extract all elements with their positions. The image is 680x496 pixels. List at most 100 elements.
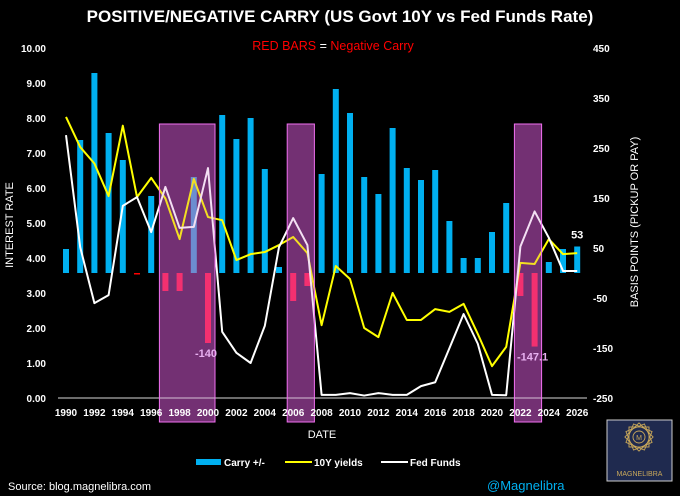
carry-bar	[432, 170, 439, 273]
y-tick-label: 9.00	[27, 79, 47, 90]
carry-bar	[318, 174, 325, 273]
carry-bar	[105, 133, 112, 273]
subtitle-red-bars: RED BARS	[252, 39, 316, 53]
data-label: 53	[571, 230, 583, 242]
x-tick-label: 1994	[112, 408, 135, 419]
data-label: -147.1	[517, 352, 548, 364]
x-tick-label: 2020	[481, 408, 504, 419]
x-axis-label: DATE	[308, 429, 337, 441]
carry-bar	[233, 139, 240, 273]
y2-tick-label: -250	[593, 394, 613, 405]
y2-tick-label: 350	[593, 94, 610, 105]
legend-swatch-carry	[196, 459, 221, 465]
y-axis-label: INTEREST RATE	[4, 182, 16, 268]
x-tick-label: 2008	[310, 408, 333, 419]
svg-text:M: M	[636, 435, 642, 442]
carry-bar	[176, 273, 183, 291]
y2-axis-label: BASIS POINTS (PICKUP OR PAY)	[629, 137, 641, 308]
x-tick-label: 2026	[566, 408, 589, 419]
carry-bar	[517, 273, 524, 296]
carry-bar	[545, 262, 552, 273]
x-tick-label: 2016	[424, 408, 447, 419]
legend-label-fed: Fed Funds	[410, 458, 461, 469]
x-tick-label: 2002	[225, 408, 248, 419]
carry-bar	[119, 160, 126, 273]
data-label: -140	[195, 348, 217, 360]
carry-bar	[503, 203, 510, 273]
ten-year-yield-line	[65, 116, 578, 368]
carry-bar	[63, 249, 69, 273]
carry-bar	[489, 232, 495, 273]
y2-tick-label: 150	[593, 194, 610, 205]
carry-bar	[403, 168, 410, 273]
x-tick-label: 2024	[538, 408, 561, 419]
x-tick-label: 1996	[140, 408, 163, 419]
legend-label-carry: Carry +/-	[224, 458, 265, 469]
svg-text:MAGNELIBRA: MAGNELIBRA	[617, 471, 663, 478]
x-tick-label: 2010	[339, 408, 362, 419]
subtitle-negative-carry: Negative Carry	[330, 39, 414, 53]
x-tick-label: 2018	[452, 408, 475, 419]
subtitle-equals: =	[316, 39, 330, 53]
y2-tick-label: 450	[593, 44, 610, 55]
highlight-border	[286, 123, 315, 423]
carry-bar	[162, 273, 169, 291]
twitter-handle[interactable]: @Magnelibra	[487, 478, 565, 493]
x-tick-label: 1998	[168, 408, 191, 419]
highlight-border	[513, 123, 543, 423]
carry-bar	[304, 273, 311, 286]
y2-tick-label: 50	[593, 244, 605, 255]
y-tick-label: 8.00	[27, 114, 47, 125]
x-tick-label: 2000	[197, 408, 220, 419]
carry-bar	[332, 89, 339, 273]
carry-bar	[134, 273, 140, 275]
x-tick-label: 1990	[55, 408, 78, 419]
carry-bar	[247, 118, 254, 273]
y2-tick-label: -50	[593, 294, 608, 305]
carry-bar	[531, 273, 538, 347]
carry-bar	[460, 258, 467, 273]
carry-bar	[77, 140, 84, 273]
carry-bar	[148, 196, 155, 273]
carry-bar	[418, 180, 424, 273]
y-tick-label: 10.00	[21, 44, 46, 55]
carry-bar	[560, 249, 566, 273]
x-tick-label: 2012	[367, 408, 390, 419]
carry-bar	[91, 73, 98, 273]
legend: Carry +/- 10Y yields Fed Funds	[196, 458, 461, 469]
legend-label-10y: 10Y yields	[314, 458, 363, 469]
x-tick-label: 2022	[509, 408, 532, 419]
x-tick-label: 2004	[254, 408, 277, 419]
chart-title: POSITIVE/NEGATIVE CARRY (US Govt 10Y vs …	[87, 7, 594, 26]
y-tick-label: 7.00	[27, 149, 47, 160]
x-tick-label: 2006	[282, 408, 305, 419]
x-tick-label: 1992	[83, 408, 106, 419]
source-text: Source: blog.magnelibra.com	[8, 481, 151, 493]
fed-funds-line	[65, 135, 578, 397]
y-tick-label: 4.00	[27, 254, 47, 265]
carry-bar	[446, 221, 453, 273]
carry-bar	[261, 169, 268, 273]
x-tick-label: 2014	[396, 408, 419, 419]
carry-bar	[375, 194, 382, 273]
y-tick-label: 6.00	[27, 184, 47, 195]
carry-bar	[205, 273, 211, 343]
y2-tick-label: 250	[593, 144, 610, 155]
carry-bar	[574, 246, 581, 273]
y-tick-label: 2.00	[27, 324, 47, 335]
y-tick-label: 3.00	[27, 289, 47, 300]
magnelibra-logo: M MAGNELIBRA	[606, 419, 673, 482]
chart-subtitle: RED BARS = Negative Carry	[252, 39, 414, 53]
y-tick-label: 1.00	[27, 359, 47, 370]
y2-tick-label: -150	[593, 344, 613, 355]
carry-bar	[347, 113, 353, 273]
highlight-border	[158, 123, 216, 423]
carry-bar	[361, 177, 368, 273]
y-tick-label: 5.00	[27, 219, 47, 230]
carry-bar	[276, 267, 282, 273]
carry-bar	[290, 273, 297, 301]
carry-bar	[474, 258, 481, 273]
carry-bar	[389, 128, 396, 273]
carry-bar	[219, 115, 226, 273]
